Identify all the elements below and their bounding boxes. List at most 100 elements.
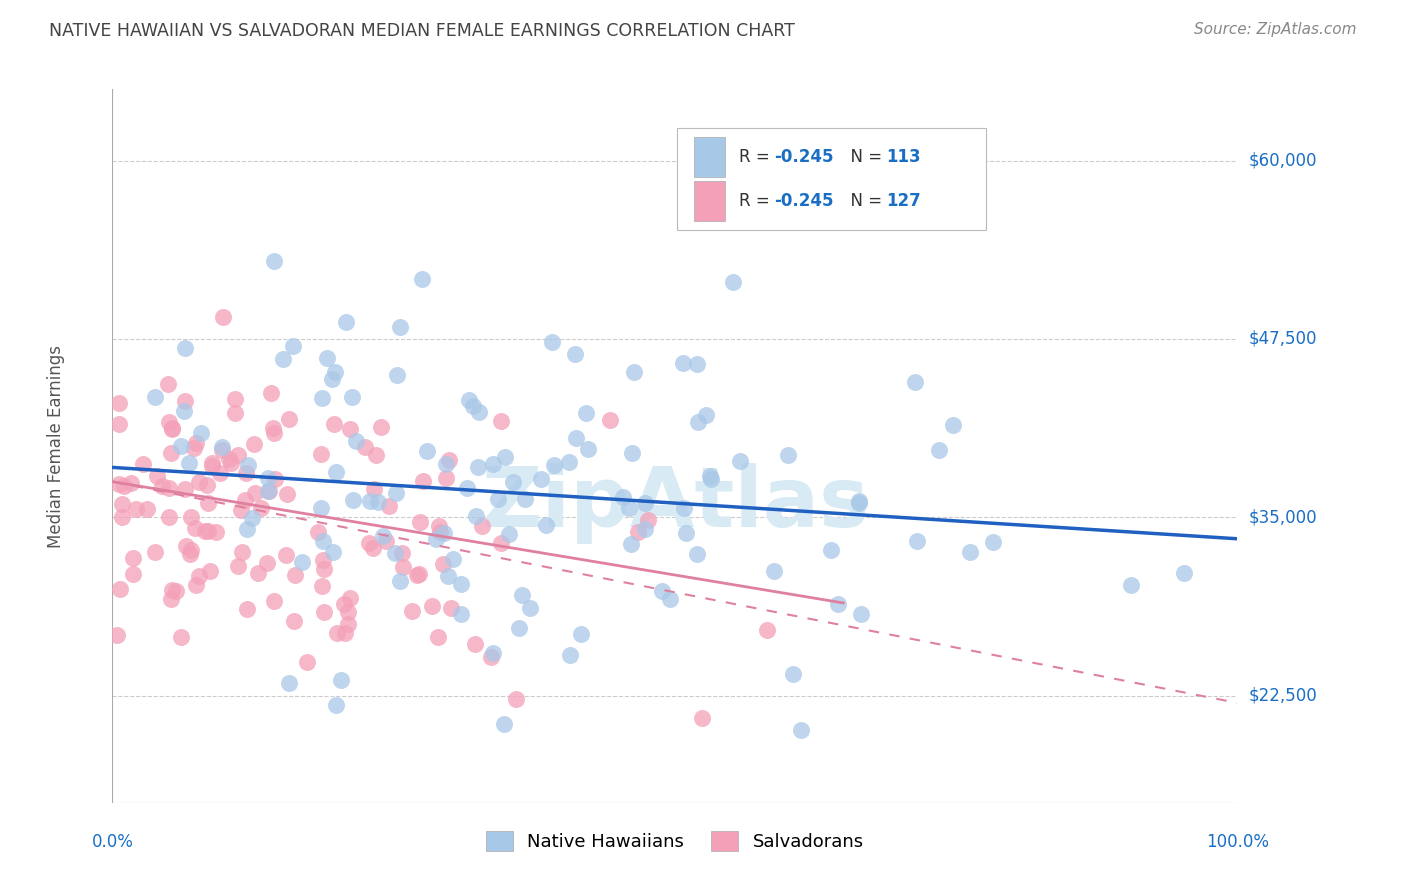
Text: 113: 113 [887, 148, 921, 166]
Point [450, 577, 472, 591]
Point [627, 525, 650, 540]
Point [620, 537, 643, 551]
Point [370, 420, 392, 434]
Point [226, 448, 249, 462]
Point [1121, 578, 1143, 592]
Point [194, 524, 217, 539]
Point [425, 533, 447, 547]
Point [229, 503, 252, 517]
Point [236, 522, 259, 536]
Point [330, 673, 353, 688]
Point [510, 588, 533, 602]
Point [530, 472, 553, 486]
Point [392, 560, 415, 574]
Point [180, 510, 202, 524]
Point [848, 496, 870, 510]
Point [492, 716, 515, 731]
Point [848, 494, 870, 508]
Point [264, 472, 287, 486]
Point [211, 310, 233, 324]
Point [790, 723, 813, 737]
Point [371, 529, 394, 543]
Point [173, 394, 195, 409]
Point [174, 482, 197, 496]
Point [339, 422, 361, 436]
Point [634, 523, 657, 537]
Point [312, 562, 335, 576]
Point [307, 524, 329, 539]
Point [111, 497, 134, 511]
Point [179, 456, 201, 470]
Point [464, 509, 486, 524]
Point [184, 521, 207, 535]
Point [340, 390, 363, 404]
Text: R =: R = [740, 192, 775, 210]
Point [121, 550, 143, 565]
Text: -0.245: -0.245 [775, 148, 834, 166]
Point [204, 525, 226, 540]
Point [150, 479, 173, 493]
Point [344, 434, 367, 448]
Point [377, 500, 399, 514]
Text: 127: 127 [887, 192, 921, 210]
Point [211, 442, 233, 457]
Point [312, 553, 335, 567]
Point [363, 541, 385, 556]
Point [235, 602, 257, 616]
Text: Median Female Earnings: Median Female Earnings [48, 344, 65, 548]
Point [928, 443, 950, 458]
Point [335, 315, 357, 329]
Point [778, 448, 800, 462]
Point [439, 601, 461, 615]
Point [316, 351, 339, 365]
Point [263, 254, 285, 268]
Point [406, 568, 429, 582]
Point [145, 545, 167, 559]
Point [108, 417, 131, 431]
Point [311, 500, 333, 515]
Point [388, 574, 411, 588]
Point [482, 646, 505, 660]
Point [543, 458, 565, 472]
Point [904, 376, 927, 390]
Point [427, 630, 450, 644]
Point [427, 519, 450, 533]
Point [437, 568, 460, 582]
Point [359, 494, 381, 508]
Point [157, 481, 180, 495]
Point [363, 482, 385, 496]
Point [432, 557, 454, 571]
Text: $22,500: $22,500 [1249, 687, 1317, 705]
Point [389, 320, 412, 334]
Point [540, 335, 562, 350]
Point [256, 483, 278, 498]
Point [411, 272, 433, 286]
Point [564, 347, 586, 361]
Point [160, 592, 183, 607]
Point [250, 501, 273, 516]
Point [599, 413, 621, 427]
Point [105, 628, 128, 642]
Point [686, 547, 709, 561]
Point [291, 556, 314, 570]
Point [756, 623, 779, 637]
Text: ZipAtlas: ZipAtlas [481, 463, 869, 543]
Point [686, 415, 709, 429]
Point [675, 525, 697, 540]
Text: N =: N = [841, 148, 887, 166]
Point [384, 485, 406, 500]
Point [505, 691, 527, 706]
Point [637, 513, 659, 527]
Point [188, 475, 211, 489]
Point [619, 500, 641, 515]
Point [160, 582, 183, 597]
Point [211, 440, 233, 454]
Point [468, 404, 491, 418]
Point [240, 511, 263, 525]
Point [558, 648, 581, 662]
Point [256, 471, 278, 485]
Point [983, 534, 1005, 549]
Point [231, 545, 253, 559]
Point [384, 546, 406, 560]
Text: -0.245: -0.245 [775, 192, 834, 210]
